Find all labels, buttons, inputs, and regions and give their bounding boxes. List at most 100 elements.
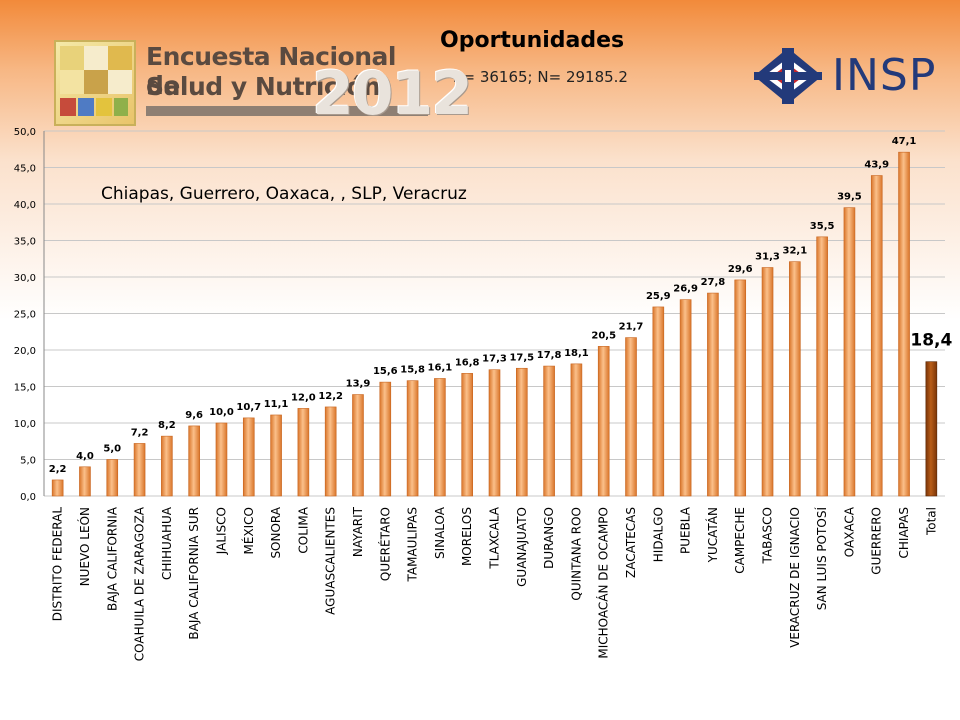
bar-sinaloa bbox=[434, 378, 446, 497]
y-tick-label: 20,0 bbox=[14, 346, 36, 357]
bar-value-label: 4,0 bbox=[76, 451, 94, 462]
x-tick-label: GUANAJUATO bbox=[515, 507, 529, 587]
y-tick-label: 10,0 bbox=[14, 419, 36, 430]
x-tick-label: MÉXICO bbox=[241, 507, 256, 555]
x-tick-label: YUCATÁN bbox=[705, 507, 720, 563]
x-tick-label: CHIAPAS bbox=[897, 507, 911, 558]
ensanut-logo-line2: Salud y Nutrición bbox=[146, 72, 381, 101]
x-tick-label: DURANGO bbox=[542, 507, 556, 569]
x-tick-label: SONORA bbox=[269, 506, 283, 558]
x-tick-label: COAHUILA DE ZARAGOZA bbox=[133, 506, 147, 661]
bar-value-label: 8,2 bbox=[158, 420, 176, 431]
x-tick-label: TABASCO bbox=[761, 507, 775, 565]
x-tick-label: TAMAULIPAS bbox=[406, 507, 420, 582]
bar-distrito-federal bbox=[51, 479, 64, 497]
bar-hidalgo bbox=[652, 306, 665, 497]
bar-yucatán bbox=[707, 292, 719, 497]
x-tick-label: Total bbox=[924, 507, 938, 536]
x-tick-label: GUERRERO bbox=[870, 507, 884, 575]
insp-logo: INSP bbox=[752, 46, 935, 106]
bar-value-label: 27,8 bbox=[701, 277, 726, 288]
bar-jalisco bbox=[215, 422, 228, 497]
bar-value-label: 20,5 bbox=[591, 330, 616, 341]
x-tick-label: QUERÉTARO bbox=[377, 507, 392, 581]
bar-value-label: 35,5 bbox=[810, 221, 835, 232]
bar-durango bbox=[543, 365, 555, 497]
bar-quintana-roo bbox=[570, 363, 583, 497]
bar-baja-california-sur bbox=[188, 425, 200, 497]
x-tick-label: QUINTANA ROO bbox=[569, 507, 583, 601]
bar-value-label: 12,0 bbox=[291, 392, 316, 403]
ensanut-logo-year: 2012 bbox=[312, 59, 473, 129]
bar-value-label: 17,8 bbox=[537, 350, 562, 361]
x-tick-label: NAYARIT bbox=[351, 506, 365, 557]
y-tick-label: 50,0 bbox=[14, 127, 36, 138]
x-tick-label: CHIHUAHUA bbox=[160, 506, 174, 580]
bar-value-label: 15,6 bbox=[373, 366, 398, 377]
bar-value-label: 13,9 bbox=[346, 379, 371, 390]
bar-value-label: 21,7 bbox=[619, 322, 644, 333]
x-tick-label: MORELOS bbox=[460, 507, 474, 566]
bar-campeche bbox=[734, 279, 747, 497]
bar-baja-california bbox=[106, 459, 119, 497]
bar-aguascalientes bbox=[324, 406, 337, 497]
bar-puebla bbox=[679, 299, 692, 497]
y-tick-label: 5,0 bbox=[20, 456, 36, 467]
x-tick-label: PUEBLA bbox=[679, 506, 693, 554]
bar-guerrero bbox=[870, 175, 883, 497]
bar-tabasco bbox=[761, 267, 774, 497]
y-tick-label: 15,0 bbox=[14, 383, 36, 394]
x-tick-label: DISTRITO FEDERAL bbox=[51, 507, 65, 622]
y-tick-label: 45,0 bbox=[14, 164, 36, 175]
bar-value-label: 17,5 bbox=[509, 352, 534, 363]
x-tick-label: SINALOA bbox=[433, 506, 447, 559]
ensanut-logo-line1: Encuesta Nacional de bbox=[146, 42, 396, 100]
y-tick-label: 25,0 bbox=[14, 310, 36, 321]
x-tick-label: ZACATECAS bbox=[624, 507, 638, 578]
bar-value-label: 17,3 bbox=[482, 354, 507, 365]
x-tick-label: CAMPECHE bbox=[733, 507, 747, 574]
y-tick-label: 35,0 bbox=[14, 237, 36, 248]
x-tick-label: NUEVO LEÓN bbox=[77, 507, 92, 586]
bar-value-label: 29,6 bbox=[728, 264, 753, 275]
bar-chiapas bbox=[898, 151, 910, 497]
ensanut-logo-bar bbox=[146, 106, 428, 116]
bar-sonora bbox=[270, 414, 282, 497]
x-tick-label: COLIMA bbox=[296, 506, 310, 553]
y-tick-label: 0,0 bbox=[20, 492, 36, 503]
bar-nuevo-león bbox=[79, 466, 91, 497]
bar-value-label: 18,4 bbox=[910, 331, 952, 351]
bar-value-label: 31,3 bbox=[755, 252, 780, 263]
bar-value-label: 15,8 bbox=[400, 365, 425, 376]
x-tick-label: VERACRUZ DE IGNACIO bbox=[788, 507, 802, 648]
bar-tamaulipas bbox=[406, 380, 419, 497]
x-tick-label: AGUASCALIENTES bbox=[324, 507, 338, 615]
bar-value-label: 11,1 bbox=[264, 399, 289, 410]
bar-chihuahua bbox=[161, 435, 173, 497]
ensanut-logo: Encuesta Nacional de Salud y Nutrición 2… bbox=[54, 36, 473, 128]
bar-oaxaca bbox=[843, 207, 856, 497]
x-tick-label: OAXACA bbox=[842, 506, 856, 557]
y-tick-label: 30,0 bbox=[14, 273, 36, 284]
y-tick-label: 40,0 bbox=[14, 200, 36, 211]
bar-value-label: 47,1 bbox=[892, 136, 917, 147]
bar-total bbox=[925, 361, 938, 497]
bar-value-label: 9,6 bbox=[185, 410, 203, 421]
bar-value-label: 26,9 bbox=[673, 284, 698, 295]
bar-tlaxcala bbox=[488, 369, 501, 497]
x-tick-label: SAN LUIS POTOSÍ bbox=[814, 507, 829, 611]
bar-querétaro bbox=[379, 381, 392, 497]
insp-emblem-icon bbox=[754, 48, 822, 104]
bar-value-label: 10,0 bbox=[209, 407, 234, 418]
bar-nayarit bbox=[352, 394, 364, 497]
bar-value-label: 2,2 bbox=[49, 464, 67, 475]
bar-value-label: 43,9 bbox=[864, 160, 889, 171]
mexico-map-icon bbox=[54, 40, 136, 126]
bar-value-label: 25,9 bbox=[646, 291, 671, 302]
bar-value-label: 32,1 bbox=[782, 246, 807, 257]
bar-colima bbox=[297, 408, 310, 497]
bar-san-luis-potosí bbox=[816, 236, 828, 497]
page-title: Oportunidades bbox=[440, 28, 625, 53]
bar-value-label: 12,2 bbox=[318, 391, 343, 402]
